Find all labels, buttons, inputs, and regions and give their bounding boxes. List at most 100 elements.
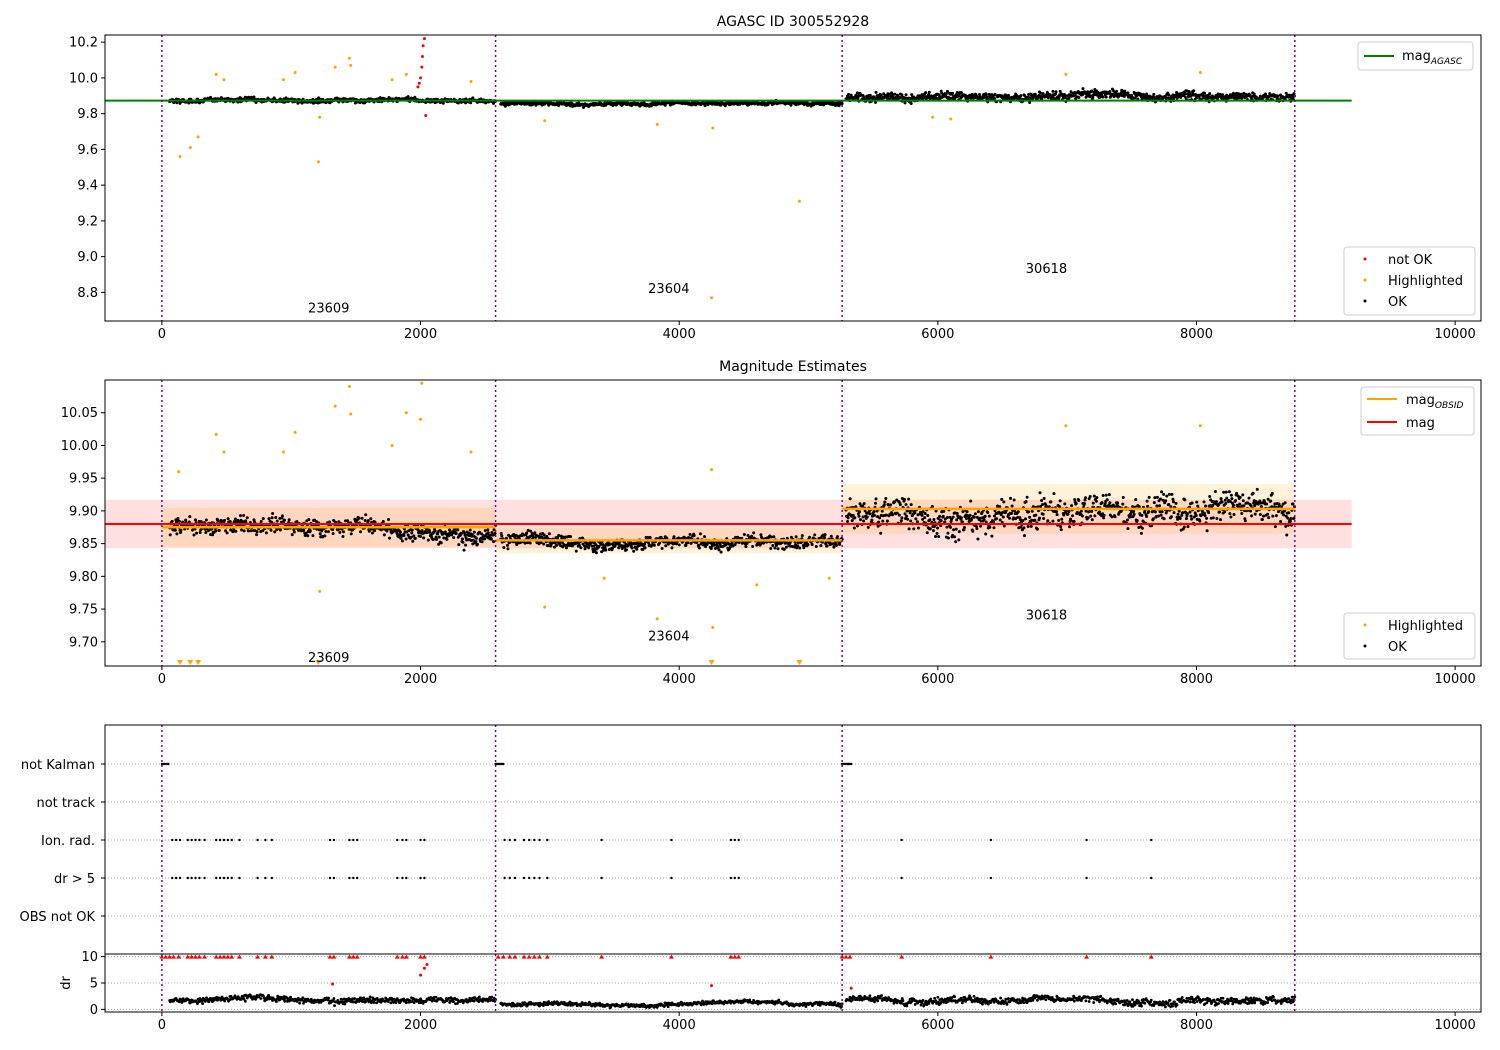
ok-point [1145, 499, 1149, 503]
ok-point [1183, 95, 1187, 99]
ok-point [461, 540, 465, 544]
ok-point [798, 546, 802, 550]
ok-point [1207, 511, 1211, 515]
flag-label-not-track: not track [36, 796, 95, 811]
ok-point [234, 529, 238, 533]
not-ok-point [422, 37, 426, 41]
dr-ok-point [353, 997, 356, 1000]
ok-point [1077, 499, 1081, 503]
ok-point [459, 532, 463, 536]
ok-point [1040, 498, 1044, 502]
flag-point [538, 838, 541, 842]
ok-point [955, 511, 959, 515]
ok-point [1052, 492, 1056, 496]
ok-point [1151, 517, 1155, 521]
ok-point [1067, 525, 1071, 529]
ok-point [1215, 97, 1219, 101]
ok-point [658, 541, 662, 545]
ok-point [1155, 504, 1159, 508]
flag-point [533, 838, 536, 842]
ok-point [1174, 501, 1178, 505]
panel1-frame [104, 34, 1482, 322]
ok-point [698, 532, 702, 536]
ok-point [1227, 490, 1231, 494]
ok-point [688, 532, 692, 536]
ok-point [1097, 510, 1101, 514]
ok-point [1066, 512, 1070, 516]
ok-point [579, 546, 583, 550]
ok-point [909, 101, 913, 105]
ok-point [1069, 90, 1073, 94]
highlighted-point [349, 412, 353, 416]
ok-point [968, 513, 972, 517]
ok-point [913, 511, 917, 515]
ok-point [957, 94, 961, 98]
ok-point [1095, 496, 1099, 500]
highlighted-point [318, 115, 322, 119]
flag-point [174, 838, 178, 842]
ok-point [478, 530, 482, 534]
ok-point [1041, 503, 1045, 507]
ok-point [940, 91, 944, 95]
ok-point [1133, 96, 1137, 100]
ok-point [847, 92, 851, 96]
ok-point [457, 543, 461, 547]
ok-point [1104, 95, 1108, 99]
ok-point [630, 546, 634, 550]
ok-point [620, 546, 624, 550]
ok-point [979, 524, 983, 528]
ok-point [885, 519, 889, 523]
ok-point [1135, 94, 1139, 98]
ok-point [909, 519, 913, 523]
ok-point [259, 519, 263, 523]
ok-point [660, 547, 664, 551]
ok-point [857, 514, 861, 518]
ok-point [1090, 509, 1094, 513]
ok-point [1204, 504, 1208, 508]
ok-point [1153, 496, 1157, 500]
ok-point [925, 531, 929, 535]
ok-point [813, 533, 817, 537]
ok-point [273, 530, 277, 534]
highlighted-point [349, 63, 353, 67]
ok-point [1055, 513, 1059, 517]
flag-point [600, 838, 603, 842]
ok-point [1235, 491, 1239, 495]
ok-point [1103, 502, 1107, 506]
ok-point [564, 546, 568, 550]
ok-point [907, 527, 911, 531]
ok-point [1160, 490, 1164, 494]
ok-point [292, 530, 296, 534]
panel2-title: Magnitude Estimates [719, 359, 867, 375]
ok-point [1092, 494, 1096, 498]
ok-point [1067, 510, 1071, 514]
flag-point [230, 838, 233, 842]
x-tick-label: 10000 [1434, 327, 1475, 342]
ok-point [386, 517, 390, 521]
highlighted-point [1198, 424, 1202, 428]
highlighted-point [347, 56, 351, 60]
ok-point [652, 543, 656, 547]
ok-point [917, 94, 921, 98]
flag-point [190, 838, 193, 842]
ok-point [491, 540, 495, 544]
ok-point [884, 513, 888, 517]
ok-point [1058, 499, 1062, 503]
highlighted-point [293, 71, 297, 75]
legend2-ok-marker [1363, 644, 1367, 648]
ok-point [1261, 514, 1265, 518]
ok-point [1107, 493, 1111, 497]
ok-point [1071, 514, 1075, 518]
ok-point [195, 531, 199, 535]
ok-point [1161, 498, 1165, 502]
ok-point [717, 548, 721, 552]
flag-point [352, 838, 355, 842]
flag-point [419, 838, 422, 842]
ok-point [959, 91, 963, 95]
y-tick-label: 9.95 [69, 472, 98, 487]
ok-point [1258, 512, 1262, 516]
ok-point [1283, 501, 1287, 505]
ok-point [1001, 510, 1005, 514]
flag-point [508, 876, 511, 880]
ok-point [1269, 499, 1273, 503]
